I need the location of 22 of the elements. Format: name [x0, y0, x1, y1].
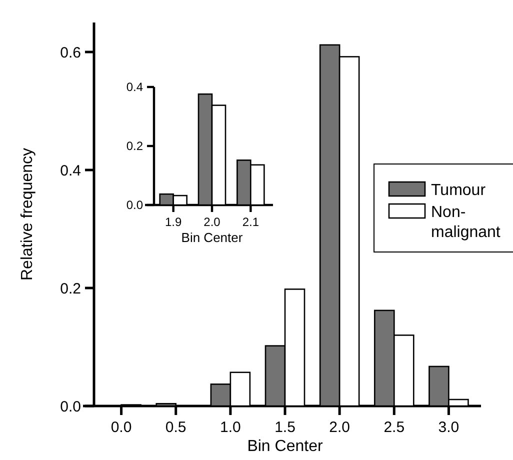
y-tick-label: 0.0 — [126, 198, 144, 212]
x-tick-label: 2.5 — [384, 419, 405, 436]
x-tick-label: 2.1 — [242, 215, 260, 229]
y-tick-label: 0.4 — [126, 80, 144, 94]
x-tick-label: 0.5 — [165, 419, 186, 436]
x-tick-label: 2.0 — [329, 419, 350, 436]
x-tick-label: 0.0 — [110, 419, 132, 436]
x-tick-label: 1.0 — [220, 419, 241, 436]
y-tick-label: 0.2 — [60, 280, 81, 298]
y-tick-label: 0.0 — [60, 398, 81, 416]
legend-label: Tumour — [431, 182, 486, 199]
y-axis-title: Relative frequency — [19, 148, 36, 281]
y-tick-label: 0.2 — [126, 139, 144, 154]
legend-label: Non- malignant — [431, 204, 501, 241]
x-axis-title: Bin Center — [247, 438, 324, 455]
x-axis-title: Bin Center — [181, 230, 244, 245]
x-tick-label: 2.0 — [204, 215, 221, 229]
x-tick-label: 3.0 — [438, 419, 460, 436]
y-tick-label: 0.4 — [60, 162, 81, 180]
x-tick-label: 1.9 — [164, 215, 182, 229]
x-tick-label: 1.5 — [274, 419, 296, 436]
y-tick-label: 0.6 — [60, 44, 81, 62]
